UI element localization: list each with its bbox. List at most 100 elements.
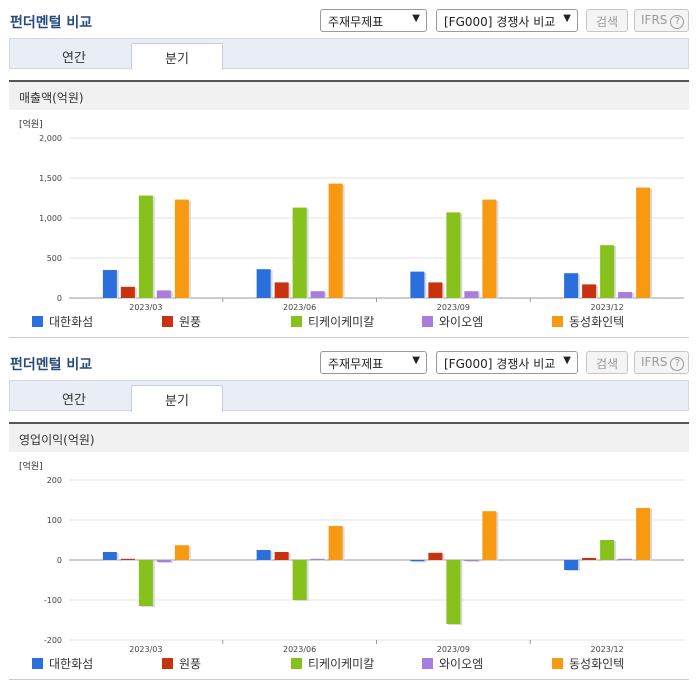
bar	[600, 245, 615, 298]
bar	[428, 282, 443, 298]
help-icon: ?	[670, 15, 685, 29]
chart-legend: 대한화섬 원풍 티케이케미칼 와이오엠 동성화인텍	[9, 313, 689, 331]
legend-label: 원풍	[179, 657, 202, 671]
unit-label: [억원]	[19, 118, 43, 130]
ifrs-label: IFRS	[641, 355, 668, 369]
compare-select-value: [FG000] 경쟁사 비교	[444, 357, 556, 371]
bar	[120, 558, 135, 560]
chevron-down-icon: ▼	[563, 355, 571, 366]
bar	[328, 526, 343, 560]
legend-item[interactable]: 원풍	[162, 655, 201, 672]
legend-item[interactable]: 와이오엠	[422, 655, 483, 672]
fundamental-panel-2: 펀더멘털 비교 주재무제표 ▼ [FG000] 경쟁사 비교 ▼ 검색 IFRS…	[0, 342, 696, 684]
statement-select-value: 주재무제표	[328, 357, 384, 371]
y-tick-label: 100	[47, 516, 62, 525]
y-tick-label: 1,000	[39, 214, 62, 223]
legend-swatch	[291, 316, 302, 327]
y-tick-label: 1,500	[39, 174, 62, 183]
legend-label: 동성화인텍	[569, 657, 625, 671]
ifrs-button[interactable]: IFRS?	[634, 9, 689, 32]
bar	[482, 199, 497, 298]
operating-profit-chart: [억원] -200 -100 0 100 200 2023/03 2023/06 2023/09…	[19, 460, 684, 654]
divider	[9, 679, 689, 680]
x-tick-label: 2023/06	[283, 303, 316, 312]
legend-swatch	[552, 316, 563, 327]
bar	[482, 511, 497, 560]
bar	[256, 550, 271, 560]
legend-label: 대한화섬	[49, 657, 94, 671]
bar-shadow	[412, 561, 427, 563]
bar	[564, 560, 579, 570]
legend-item[interactable]: 동성화인텍	[552, 655, 624, 672]
chevron-down-icon: ▼	[563, 13, 571, 24]
ifrs-button[interactable]: IFRS?	[634, 351, 689, 374]
y-tick-label: 0	[57, 294, 62, 303]
bar	[102, 270, 117, 298]
x-tick-label: 2023/03	[129, 645, 162, 654]
chart-legend: 대한화섬 원풍 티케이케미칼 와이오엠 동성화인텍	[9, 655, 689, 673]
bar	[292, 207, 307, 298]
bar	[156, 560, 171, 562]
help-icon: ?	[670, 357, 685, 371]
bar	[428, 552, 443, 560]
legend-swatch	[291, 658, 302, 669]
chevron-down-icon: ▼	[412, 13, 420, 24]
legend-item[interactable]: 대한화섬	[32, 655, 93, 672]
bar	[138, 195, 153, 298]
legend-label: 와이오엠	[439, 315, 484, 329]
divider	[9, 337, 689, 338]
y-tick-label: 200	[47, 476, 62, 485]
legend-label: 대한화섬	[49, 315, 94, 329]
compare-select[interactable]: [FG000] 경쟁사 비교 ▼	[436, 351, 578, 374]
bar	[446, 560, 461, 624]
statement-select[interactable]: 주재무제표 ▼	[320, 351, 427, 374]
compare-select-value: [FG000] 경쟁사 비교	[444, 15, 556, 29]
bar	[636, 508, 651, 560]
x-tick-label: 2023/03	[129, 303, 162, 312]
y-tick-label: -100	[44, 596, 62, 605]
bar	[464, 291, 479, 298]
legend-item[interactable]: 티케이케미칼	[291, 655, 374, 672]
chart-title: 영업이익(억원)	[9, 422, 689, 452]
fundamental-panel-1: 펀더멘털 비교 주재무제표 ▼ [FG000] 경쟁사 비교 ▼ 검색 IFRS…	[0, 0, 696, 338]
legend-swatch	[552, 658, 563, 669]
tab-annual[interactable]: 연간	[62, 393, 86, 408]
bar-shadow	[466, 561, 481, 562]
statement-select[interactable]: 주재무제표 ▼	[320, 9, 427, 32]
legend-swatch	[162, 316, 173, 327]
x-tick-label: 2023/12	[591, 303, 624, 312]
bar	[256, 269, 271, 298]
x-tick-label: 2023/06	[283, 645, 316, 654]
search-button[interactable]: 검색	[586, 351, 628, 374]
legend-item[interactable]: 대한화섬	[32, 313, 93, 330]
legend-label: 와이오엠	[439, 657, 484, 671]
legend-label: 티케이케미칼	[308, 315, 375, 329]
bar	[274, 282, 289, 298]
x-tick-label: 2023/09	[437, 645, 470, 654]
bar-shadow	[122, 559, 137, 561]
tab-quarterly[interactable]: 분기	[131, 385, 223, 412]
statement-select-value: 주재무제표	[328, 15, 384, 29]
bar	[600, 540, 615, 560]
legend-swatch	[32, 316, 43, 327]
tab-quarterly[interactable]: 분기	[131, 43, 223, 70]
bar	[292, 560, 307, 600]
chevron-down-icon: ▼	[412, 355, 420, 366]
legend-item[interactable]: 원풍	[162, 313, 201, 330]
tab-annual[interactable]: 연간	[62, 51, 86, 66]
bar	[274, 552, 289, 560]
legend-swatch	[32, 658, 43, 669]
search-button[interactable]: 검색	[586, 9, 628, 32]
compare-select[interactable]: [FG000] 경쟁사 비교 ▼	[436, 9, 578, 32]
legend-item[interactable]: 와이오엠	[422, 313, 483, 330]
bar	[564, 273, 579, 298]
panel-title: 펀더멘털 비교	[10, 15, 93, 31]
unit-label: [억원]	[19, 460, 43, 472]
bar	[310, 291, 325, 298]
legend-swatch	[422, 658, 433, 669]
y-tick-label: -200	[44, 636, 62, 645]
panel-header: 펀더멘털 비교 주재무제표 ▼ [FG000] 경쟁사 비교 ▼ 검색 IFRS…	[0, 0, 696, 38]
legend-item[interactable]: 티케이케미칼	[291, 313, 374, 330]
legend-item[interactable]: 동성화인텍	[552, 313, 624, 330]
y-tick-label: 0	[57, 556, 62, 565]
